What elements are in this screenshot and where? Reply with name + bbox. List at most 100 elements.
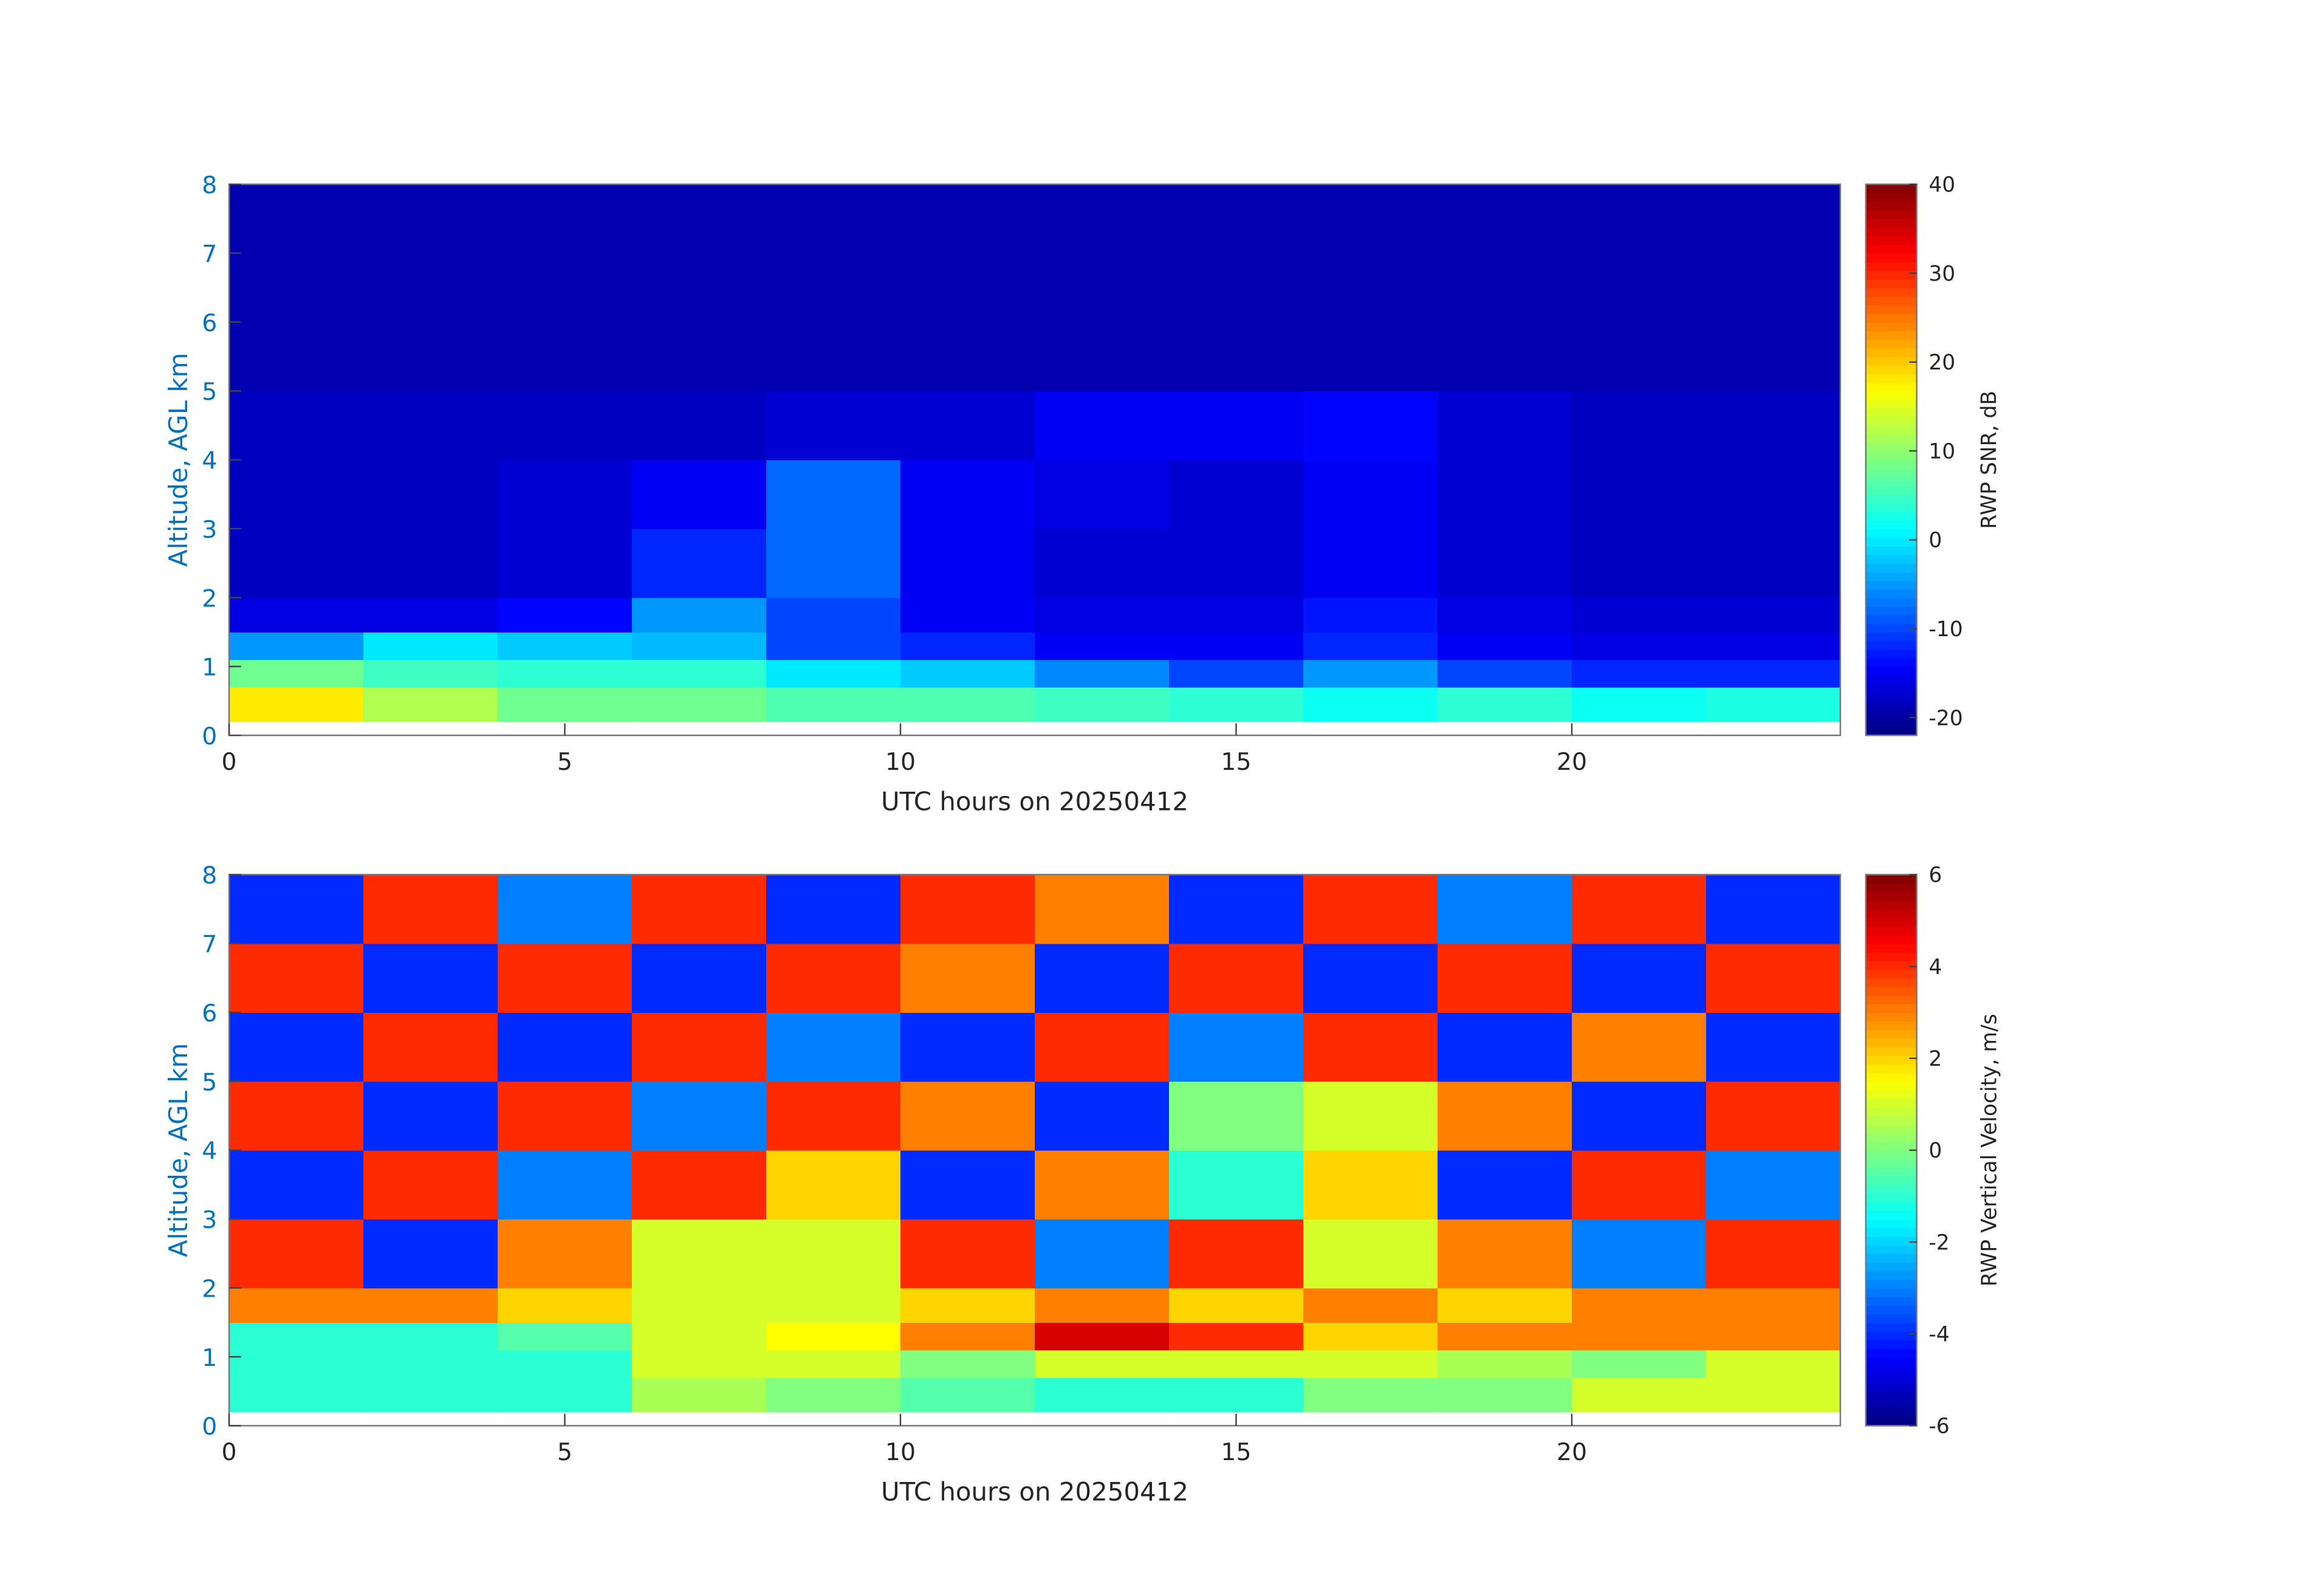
colorbar-swatch xyxy=(1865,589,1917,599)
heatmap-cell xyxy=(1571,184,1707,254)
heatmap-cell xyxy=(229,1350,364,1378)
heatmap-cell xyxy=(632,459,767,529)
heatmap-cell xyxy=(1035,529,1170,599)
x-axis-label: UTC hours on 20250412 xyxy=(881,1477,1188,1507)
y-tick-label: 2 xyxy=(202,585,217,612)
heatmap-cell xyxy=(900,1377,1035,1413)
heatmap-cell xyxy=(498,253,632,323)
heatmap-cell xyxy=(900,874,1035,944)
heatmap-cell xyxy=(498,597,632,633)
heatmap-cell xyxy=(632,1350,767,1378)
heatmap-cell xyxy=(1571,659,1707,688)
colorbar-swatch xyxy=(1865,244,1917,254)
heatmap-cell xyxy=(1437,597,1572,633)
colorbar-swatch xyxy=(1865,546,1917,555)
colorbar-swatch xyxy=(1865,1193,1917,1202)
heatmap-cell xyxy=(1303,1219,1438,1289)
colorbar-swatch xyxy=(1865,1296,1917,1306)
colorbar-swatch xyxy=(1865,201,1917,211)
heatmap-cell xyxy=(1035,597,1170,633)
colorbar-swatch xyxy=(1865,891,1917,901)
heatmap-cell xyxy=(498,687,632,722)
colorbar-swatch xyxy=(1865,943,1917,953)
heatmap-cell xyxy=(1571,1377,1707,1413)
x-tick-label: 5 xyxy=(557,1438,572,1466)
colorbar-swatch xyxy=(1865,1021,1917,1031)
colorbar-swatch xyxy=(1865,1279,1917,1289)
heatmap-cell xyxy=(229,1012,364,1082)
colorbar-tick-label: 4 xyxy=(1928,955,1942,979)
colorbar-swatch xyxy=(1865,1408,1917,1418)
heatmap-cell xyxy=(363,322,498,392)
colorbar-swatch xyxy=(1865,1159,1917,1168)
heatmap-cell xyxy=(363,1322,498,1351)
heatmap-cell xyxy=(900,1012,1035,1082)
colorbar-swatch xyxy=(1865,1374,1917,1384)
heatmap-cell xyxy=(1303,597,1438,633)
heatmap-cell xyxy=(363,459,498,529)
colorbar-tick-label: -4 xyxy=(1928,1323,1949,1347)
heatmap-cell xyxy=(1705,632,1841,660)
heatmap-cell xyxy=(1437,632,1572,660)
heatmap-cell xyxy=(900,253,1035,323)
colorbar-swatch xyxy=(1865,1201,1917,1212)
heatmap-cell xyxy=(363,632,498,660)
heatmap-cell xyxy=(1303,184,1438,254)
colorbar-swatch xyxy=(1865,459,1917,469)
heatmap-cell xyxy=(1437,1377,1572,1413)
heatmap-cell xyxy=(632,253,767,323)
colorbar-swatch xyxy=(1865,1271,1917,1280)
heatmap-cell xyxy=(900,1081,1035,1151)
colorbar-swatch xyxy=(1865,1012,1917,1022)
heatmap-cell xyxy=(363,1081,498,1151)
y-tick-label: 1 xyxy=(202,654,217,682)
heatmap-cell xyxy=(1035,1350,1170,1378)
heatmap-cell xyxy=(1169,391,1304,461)
heatmap-cell xyxy=(1035,253,1170,323)
heatmap-cell xyxy=(1571,529,1707,599)
colorbar-swatch xyxy=(1865,883,1917,893)
heatmap-cell xyxy=(1169,1081,1304,1151)
heatmap-cell xyxy=(1169,1350,1304,1378)
heatmap-cell xyxy=(766,391,901,461)
heatmap-cell xyxy=(229,1150,364,1220)
y-tick-label: 3 xyxy=(202,516,217,544)
x-tick-label: 10 xyxy=(885,748,916,776)
heatmap-cell xyxy=(498,1012,632,1082)
colorbar-swatch xyxy=(1865,494,1917,504)
heatmap-cell xyxy=(1035,1219,1170,1289)
heatmap-cell xyxy=(632,184,767,254)
heatmap-cell xyxy=(1705,1288,1841,1323)
heatmap-cell xyxy=(229,1219,364,1289)
heatmap-cell xyxy=(766,459,901,529)
y-tick-label: 7 xyxy=(202,240,217,268)
heatmap-cell xyxy=(1437,253,1572,323)
heatmap-cell xyxy=(363,184,498,254)
colorbar-swatch xyxy=(1865,1141,1917,1151)
y-tick-label: 4 xyxy=(202,447,217,475)
heatmap-cell xyxy=(363,1150,498,1220)
heatmap-cell xyxy=(498,391,632,461)
heatmap-cell xyxy=(498,632,632,660)
heatmap-cell xyxy=(1437,184,1572,254)
heatmap-cell xyxy=(363,253,498,323)
colorbar-swatch xyxy=(1865,1219,1917,1229)
colorbar-swatch xyxy=(1865,1184,1917,1194)
heatmap-cell xyxy=(1303,874,1438,944)
heatmap-cell xyxy=(1571,943,1707,1013)
heatmap-cell xyxy=(1571,459,1707,529)
colorbar-swatch xyxy=(1865,1348,1917,1357)
heatmap-cell xyxy=(1705,529,1841,599)
heatmap-cell xyxy=(632,687,767,722)
colorbar-tick-label: 10 xyxy=(1928,439,1955,464)
heatmap-cell xyxy=(1705,659,1841,688)
colorbar-swatch xyxy=(1865,296,1917,306)
heatmap-cell xyxy=(1437,1322,1572,1351)
colorbar-swatch xyxy=(1865,1038,1917,1048)
colorbar-swatch xyxy=(1865,675,1917,685)
heatmap-cell xyxy=(1705,1377,1841,1413)
colorbar-tick-label: 0 xyxy=(1928,529,1942,553)
heatmap-cell xyxy=(1303,1150,1438,1220)
heatmap-cell xyxy=(1437,687,1572,722)
